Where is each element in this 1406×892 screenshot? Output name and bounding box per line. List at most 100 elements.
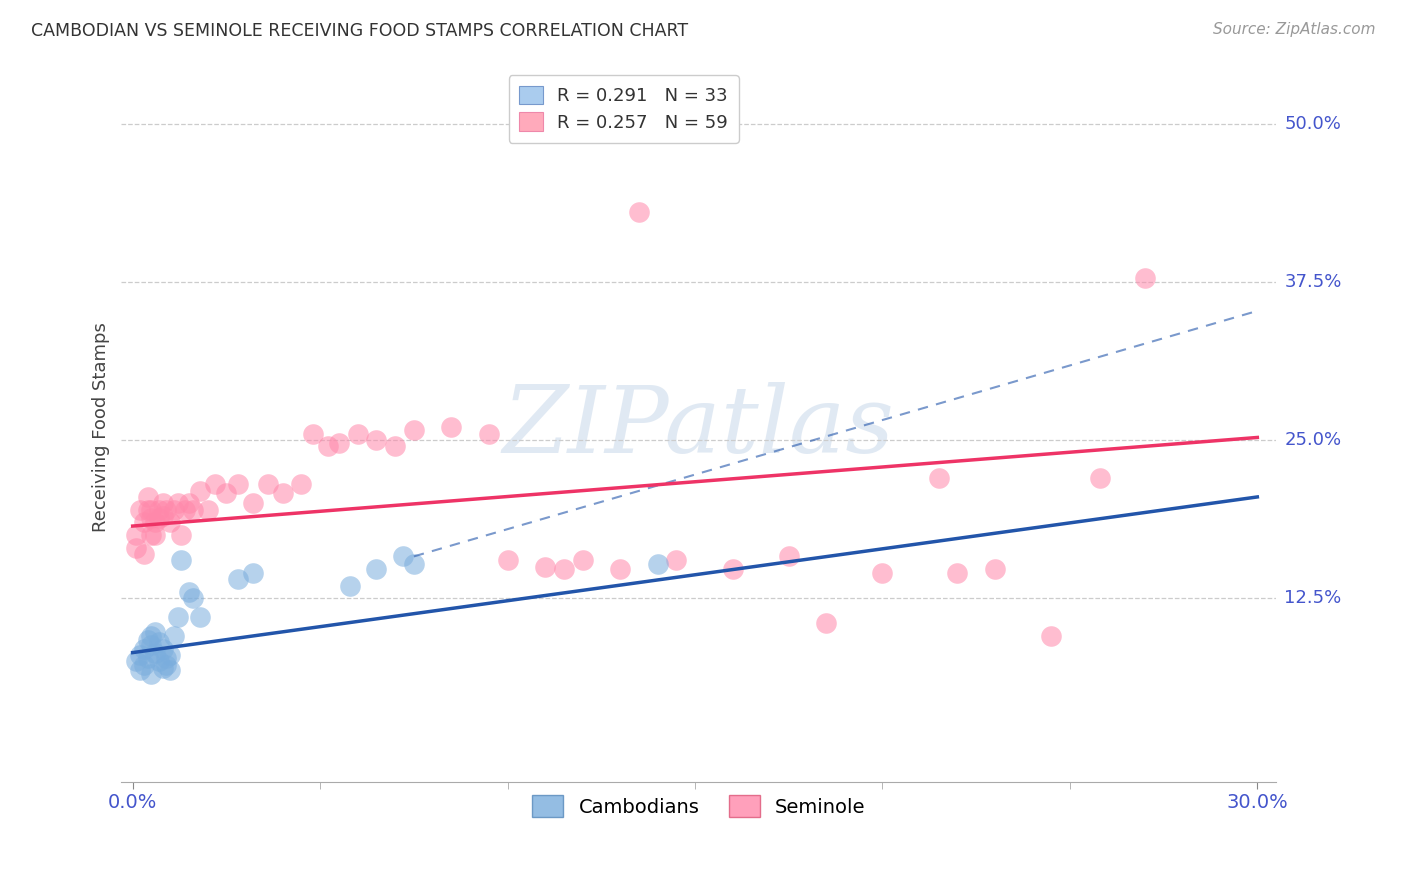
Point: [136, 490, 159, 504]
Text: 50.0%: 50.0%: [1285, 114, 1341, 133]
Point: [141, 502, 163, 516]
Point: [132, 547, 155, 561]
Point: [148, 655, 170, 669]
Point: [872, 566, 894, 580]
Point: [166, 496, 188, 510]
Point: [571, 553, 593, 567]
Point: [132, 515, 155, 529]
Point: [609, 562, 631, 576]
Point: [346, 426, 368, 441]
Point: [152, 641, 174, 656]
Legend: Cambodians, Seminole: Cambodians, Seminole: [524, 787, 873, 825]
Point: [215, 486, 238, 500]
Text: 12.5%: 12.5%: [1285, 590, 1341, 607]
Point: [384, 439, 406, 453]
Point: [129, 648, 152, 662]
Point: [136, 650, 159, 665]
Point: [402, 557, 425, 571]
Point: [647, 557, 669, 571]
Point: [1040, 629, 1063, 643]
Point: [778, 549, 800, 564]
Point: [290, 477, 312, 491]
Text: CAMBODIAN VS SEMINOLE RECEIVING FOOD STAMPS CORRELATION CHART: CAMBODIAN VS SEMINOLE RECEIVING FOOD STA…: [31, 22, 688, 40]
Point: [132, 641, 155, 656]
Point: [141, 667, 163, 681]
Point: [125, 528, 148, 542]
Point: [143, 646, 166, 660]
Point: [143, 625, 166, 640]
Point: [316, 439, 339, 453]
Text: 37.5%: 37.5%: [1285, 273, 1341, 291]
Point: [496, 553, 519, 567]
Point: [143, 515, 166, 529]
Point: [366, 562, 388, 576]
Point: [177, 585, 200, 599]
Point: [226, 477, 249, 491]
Point: [181, 502, 204, 516]
Point: [148, 511, 170, 525]
Text: 25.0%: 25.0%: [1285, 431, 1341, 449]
Point: [129, 502, 152, 516]
Point: [125, 541, 148, 555]
Point: [163, 629, 186, 643]
Point: [328, 435, 350, 450]
Point: [174, 502, 197, 516]
Point: [366, 433, 388, 447]
Point: [159, 515, 181, 529]
Point: [188, 483, 211, 498]
Point: [301, 426, 323, 441]
Point: [141, 528, 163, 542]
Point: [181, 591, 204, 606]
Point: [815, 616, 838, 631]
Point: [339, 578, 361, 592]
Point: [141, 511, 163, 525]
Point: [984, 562, 1007, 576]
Text: Source: ZipAtlas.com: Source: ZipAtlas.com: [1212, 22, 1375, 37]
Point: [170, 553, 193, 567]
Point: [152, 496, 174, 510]
Point: [928, 471, 950, 485]
Point: [391, 549, 413, 564]
Point: [665, 553, 688, 567]
Point: [946, 566, 969, 580]
Point: [188, 610, 211, 624]
Point: [155, 650, 177, 665]
Point: [478, 426, 501, 441]
Point: [226, 572, 249, 586]
Point: [152, 508, 174, 523]
Point: [129, 663, 152, 677]
Point: [125, 655, 148, 669]
Text: ZIPatlas: ZIPatlas: [503, 383, 894, 473]
Point: [170, 528, 193, 542]
Point: [136, 502, 159, 516]
Point: [256, 477, 278, 491]
Point: [155, 502, 177, 516]
Point: [553, 562, 575, 576]
Y-axis label: Receiving Food Stamps: Receiving Food Stamps: [93, 322, 110, 533]
Point: [1088, 471, 1111, 485]
Point: [159, 663, 181, 677]
Point: [440, 420, 463, 434]
Point: [402, 423, 425, 437]
Point: [1133, 271, 1156, 285]
Point: [148, 502, 170, 516]
Point: [155, 658, 177, 673]
Point: [136, 632, 159, 647]
Point: [163, 502, 186, 516]
Point: [166, 610, 188, 624]
Point: [242, 496, 264, 510]
Point: [143, 528, 166, 542]
Point: [721, 562, 744, 576]
Point: [132, 658, 155, 673]
Point: [534, 559, 557, 574]
Point: [242, 566, 264, 580]
Point: [141, 638, 163, 652]
Point: [152, 661, 174, 675]
Point: [177, 496, 200, 510]
Point: [627, 205, 650, 219]
Point: [204, 477, 226, 491]
Point: [141, 629, 163, 643]
Point: [271, 486, 294, 500]
Point: [148, 635, 170, 649]
Point: [197, 502, 219, 516]
